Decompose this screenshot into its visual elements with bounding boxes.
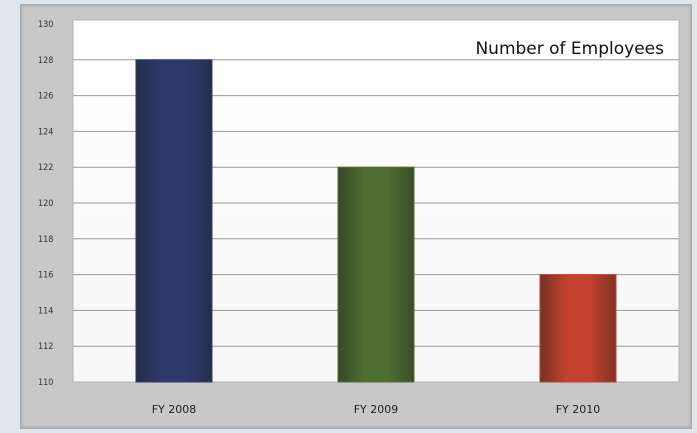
y-tick-label: 120 — [38, 199, 53, 209]
y-axis-ticks: 110 112 114 116 118 120 122 124 126 128 130 — [38, 20, 53, 388]
y-tick-label: 116 — [38, 271, 53, 281]
x-category-label: FY 2009 — [354, 403, 399, 416]
y-tick-label: 118 — [38, 235, 53, 245]
x-axis-categories: FY 2008 FY 2009 FY 2010 — [152, 403, 601, 416]
bar — [135, 59, 213, 383]
bar — [539, 274, 617, 383]
y-tick-label: 124 — [38, 127, 53, 137]
bars — [135, 59, 617, 383]
y-tick-label: 126 — [38, 92, 53, 102]
chart-title: Number of Employees — [475, 39, 664, 59]
x-category-label: FY 2008 — [152, 403, 197, 416]
x-category-label: FY 2010 — [556, 403, 601, 416]
y-tick-label: 114 — [38, 306, 53, 316]
y-tick-label: 128 — [38, 56, 53, 66]
y-tick-label: 112 — [38, 342, 53, 352]
y-tick-label: 122 — [38, 163, 53, 173]
y-tick-label: 130 — [38, 20, 53, 30]
y-tick-label: 110 — [38, 378, 53, 388]
bar — [337, 166, 415, 383]
